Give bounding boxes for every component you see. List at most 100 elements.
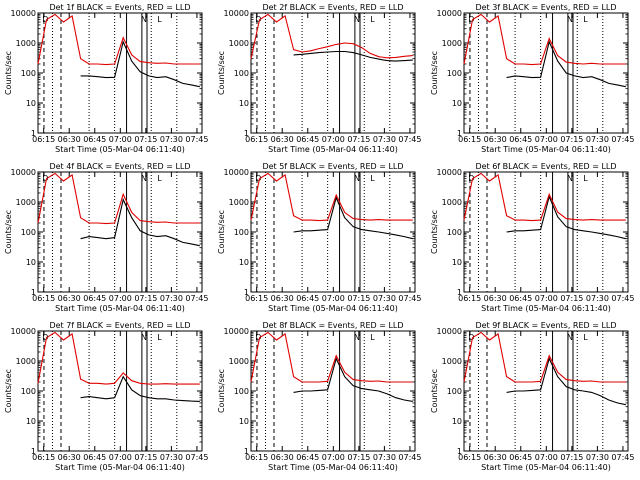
y-tick-label: 10000 xyxy=(11,327,36,336)
x-tick-label: 07:15 xyxy=(560,453,583,462)
x-tick-label: 07:30 xyxy=(373,453,396,462)
x-tick-label: 06:45 xyxy=(296,294,319,303)
panel-title: Det 8f BLACK = Events, RED = LLD xyxy=(262,321,403,330)
x-tick-label: 07:45 xyxy=(185,294,208,303)
y-tick-label: 1 xyxy=(457,447,462,456)
state-marker: D xyxy=(468,174,474,183)
x-tick-label: 07:15 xyxy=(560,294,583,303)
x-tick-label: 07:00 xyxy=(109,294,132,303)
x-tick-label: 07:00 xyxy=(535,135,558,144)
y-axis-label: Counts/sec xyxy=(4,51,13,95)
x-tick-label: 06:30 xyxy=(58,294,81,303)
x-axis-label: Start Time (05-Mar-04 06:11:40) xyxy=(55,304,185,313)
series-line-events xyxy=(293,50,413,62)
series-line-events xyxy=(506,194,626,240)
detector-panel-3: Det 3f BLACK = Events, RED = LLD 1 10 100 10… xyxy=(430,3,634,154)
y-tick-label: 1000 xyxy=(442,357,462,366)
x-tick-label: 07:00 xyxy=(535,294,558,303)
y-tick-label: 100 xyxy=(21,69,36,78)
state-marker: N xyxy=(141,174,147,183)
plot-frame xyxy=(250,330,416,452)
y-tick-label: 100 xyxy=(447,69,462,78)
y-axis-label: Counts/sec xyxy=(217,369,226,413)
x-tick-label: 07:00 xyxy=(535,453,558,462)
state-marker: L xyxy=(583,333,588,342)
y-axis-label: Counts/sec xyxy=(4,210,13,254)
state-marker: D xyxy=(255,174,261,183)
x-axis-label: Start Time (05-Mar-04 06:11:40) xyxy=(268,145,398,154)
y-tick-label: 10000 xyxy=(437,9,462,18)
x-tick-label: 07:15 xyxy=(347,135,370,144)
plot-frame xyxy=(37,171,203,293)
panel-title: Det 6f BLACK = Events, RED = LLD xyxy=(475,162,616,171)
series-line-events xyxy=(80,375,200,402)
y-tick-label: 1000 xyxy=(229,198,249,207)
y-tick-label: 10000 xyxy=(437,327,462,336)
state-marker: L xyxy=(370,15,375,24)
x-axis-label: Start Time (05-Mar-04 06:11:40) xyxy=(481,304,611,313)
x-tick-label: 07:30 xyxy=(160,453,183,462)
x-tick-label: 07:15 xyxy=(347,294,370,303)
y-axis-label: Counts/sec xyxy=(217,51,226,95)
y-tick-label: 1 xyxy=(457,129,462,138)
series-line-lld xyxy=(37,172,200,225)
y-tick-label: 1 xyxy=(31,447,36,456)
x-tick-label: 07:30 xyxy=(373,135,396,144)
x-tick-label: 06:30 xyxy=(484,294,507,303)
y-axis-label: Counts/sec xyxy=(430,51,439,95)
y-tick-label: 10 xyxy=(452,417,462,426)
series-line-lld xyxy=(37,331,200,385)
detector-panel-9: Det 9f BLACK = Events, RED = LLD 1 10 100 10… xyxy=(430,321,634,472)
series-line-lld xyxy=(37,13,200,66)
x-tick-label: 07:30 xyxy=(586,453,609,462)
x-tick-label: 06:15 xyxy=(458,294,481,303)
y-tick-label: 10 xyxy=(452,99,462,108)
x-tick-label: 07:45 xyxy=(185,135,208,144)
y-tick-label: 10000 xyxy=(11,168,36,177)
state-marker: L xyxy=(370,174,375,183)
x-tick-label: 07:45 xyxy=(398,453,421,462)
x-tick-label: 06:45 xyxy=(509,135,532,144)
state-marker: D xyxy=(468,15,474,24)
detector-panel-4: Det 4f BLACK = Events, RED = LLD 1 10 100 10… xyxy=(4,162,208,313)
x-tick-label: 07:30 xyxy=(160,135,183,144)
x-tick-label: 07:45 xyxy=(398,135,421,144)
y-tick-label: 10 xyxy=(239,258,249,267)
series-line-lld xyxy=(463,13,626,66)
y-tick-label: 100 xyxy=(447,228,462,237)
x-tick-label: 06:45 xyxy=(509,294,532,303)
detector-panel-8: Det 8f BLACK = Events, RED = LLD 1 10 100 10… xyxy=(217,321,421,472)
series-line-events xyxy=(80,197,200,247)
state-marker: L xyxy=(583,15,588,24)
panel-title: Det 4f BLACK = Events, RED = LLD xyxy=(49,162,190,171)
state-marker: L xyxy=(157,174,162,183)
x-tick-label: 06:15 xyxy=(32,294,55,303)
x-tick-label: 07:00 xyxy=(322,453,345,462)
series-line-events xyxy=(80,40,200,88)
series-line-lld xyxy=(250,172,413,222)
y-tick-label: 10000 xyxy=(224,9,249,18)
y-axis-label: Counts/sec xyxy=(217,210,226,254)
x-tick-label: 07:00 xyxy=(109,453,132,462)
state-marker: N xyxy=(354,333,360,342)
x-tick-label: 07:00 xyxy=(322,294,345,303)
x-tick-label: 07:45 xyxy=(611,294,634,303)
y-tick-label: 10 xyxy=(239,99,249,108)
plot-frame xyxy=(463,12,629,134)
y-axis-label: Counts/sec xyxy=(430,369,439,413)
y-tick-label: 10 xyxy=(26,258,36,267)
panel-title: Det 5f BLACK = Events, RED = LLD xyxy=(262,162,403,171)
x-axis-label: Start Time (05-Mar-04 06:11:40) xyxy=(481,463,611,472)
x-tick-label: 07:15 xyxy=(560,135,583,144)
x-axis-label: Start Time (05-Mar-04 06:11:40) xyxy=(268,304,398,313)
detector-panel-7: Det 7f BLACK = Events, RED = LLD 1 10 100 10… xyxy=(4,321,208,472)
series-line-events xyxy=(506,357,626,406)
x-tick-label: 07:00 xyxy=(322,135,345,144)
x-tick-label: 07:45 xyxy=(185,453,208,462)
series-line-events xyxy=(293,195,413,240)
detector-panel-2: Det 2f BLACK = Events, RED = LLD 1 10 100 10… xyxy=(217,3,421,154)
plot-frame xyxy=(37,12,203,134)
x-axis-label: Start Time (05-Mar-04 06:11:40) xyxy=(55,145,185,154)
x-tick-label: 06:15 xyxy=(458,453,481,462)
